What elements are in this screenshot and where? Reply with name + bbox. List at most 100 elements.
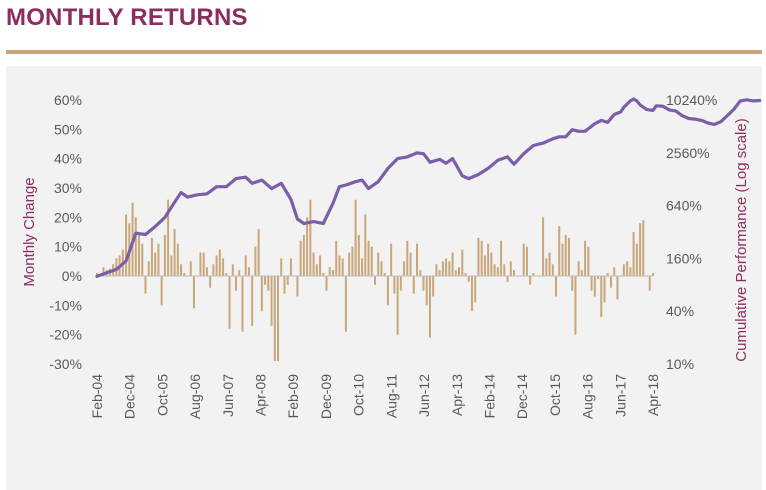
monthly-change-bar [374, 276, 376, 285]
monthly-change-bar [467, 276, 470, 282]
y2-tick-label: 10% [666, 356, 694, 372]
monthly-change-bar [338, 255, 341, 276]
monthly-change-bar [548, 252, 551, 276]
monthly-change-bar [438, 270, 441, 276]
x-tick-label: Feb-04 [89, 374, 105, 419]
y-tick-label: 20% [54, 209, 82, 225]
monthly-change-bar [600, 276, 603, 318]
monthly-change-bar [558, 226, 561, 276]
monthly-change-bar [341, 258, 344, 276]
monthly-change-bar [493, 264, 496, 276]
x-tick-label: Jun-12 [416, 374, 432, 417]
monthly-change-bar [251, 276, 254, 326]
monthly-change-bars [96, 199, 654, 362]
monthly-change-bar [571, 276, 574, 291]
monthly-change-bar [331, 270, 334, 276]
monthly-change-bar [445, 258, 448, 276]
y-tick-label: 0% [62, 268, 82, 284]
monthly-change-bar [189, 261, 192, 276]
x-tick-label: Jun-17 [612, 374, 628, 417]
monthly-change-bar [257, 229, 260, 276]
monthly-change-bar [532, 273, 535, 276]
monthly-change-bar [396, 276, 399, 335]
monthly-change-bar [567, 237, 570, 276]
right-axis-ticks: 10240% 2560% 640% 160% 40% 10% [666, 92, 717, 372]
monthly-change-bar [344, 276, 347, 332]
monthly-change-bar [406, 240, 409, 276]
monthly-change-bar [354, 199, 357, 276]
monthly-change-bar [399, 276, 402, 291]
x-tick-label: Dec-14 [514, 374, 530, 419]
monthly-change-bar [525, 246, 528, 276]
monthly-change-bar [225, 273, 228, 276]
monthly-change-bar [115, 258, 118, 276]
monthly-change-bar [277, 276, 280, 362]
monthly-change-bar [228, 276, 231, 329]
monthly-change-bar [635, 243, 638, 276]
monthly-change-bar [319, 255, 322, 276]
monthly-change-bar [609, 276, 612, 288]
monthly-change-bar [209, 276, 212, 288]
monthly-change-bar [167, 199, 170, 276]
monthly-change-bar [367, 240, 370, 276]
monthly-change-bar [335, 240, 338, 276]
monthly-change-bar [163, 234, 166, 276]
monthly-change-bar [564, 234, 567, 276]
x-tick-label: Oct-05 [154, 374, 170, 416]
x-tick-label: Apr-13 [449, 374, 465, 416]
monthly-change-bar [364, 214, 367, 276]
monthly-change-bar [306, 217, 309, 276]
left-axis-ticks: 60% 50% 40% 30% 20% 10% 0% -10% -20% -30% [49, 92, 82, 372]
monthly-change-bar [574, 276, 577, 335]
monthly-change-bar [386, 276, 389, 306]
monthly-change-bar [202, 252, 205, 276]
monthly-change-bar [545, 258, 548, 276]
monthly-change-bar [616, 276, 619, 300]
x-tick-label: Dec-09 [318, 374, 334, 419]
monthly-change-bar [496, 267, 499, 276]
monthly-change-bar [218, 249, 221, 276]
x-tick-label: Aug-11 [383, 374, 399, 418]
monthly-change-bar [652, 273, 654, 276]
monthly-change-bar [529, 276, 532, 285]
right-axis-label: Cumulative Performance (Log scale) [733, 118, 750, 361]
monthly-change-bar [244, 255, 247, 276]
y-tick-label: 60% [54, 92, 82, 108]
monthly-change-bar [286, 276, 289, 285]
monthly-change-bar [170, 255, 173, 276]
monthly-change-bar [183, 273, 186, 276]
monthly-change-bar [96, 273, 98, 276]
monthly-change-bar [247, 267, 250, 276]
monthly-change-bar [642, 220, 645, 276]
monthly-change-bar [490, 252, 493, 276]
monthly-change-bar [205, 267, 208, 276]
monthly-change-bar [157, 243, 160, 276]
monthly-change-bar [416, 243, 419, 276]
x-tick-label: Oct-10 [351, 374, 367, 416]
monthly-change-bar [435, 264, 438, 276]
chart-panel [6, 66, 762, 490]
monthly-change-bar [432, 276, 435, 297]
monthly-change-bar [522, 243, 525, 276]
monthly-change-bar [458, 267, 461, 276]
monthly-change-bar [348, 252, 351, 276]
monthly-change-bar [176, 243, 179, 276]
monthly-change-bar [199, 252, 202, 276]
monthly-change-bar [264, 276, 267, 285]
monthly-change-bar [377, 252, 380, 276]
monthly-change-bar [289, 258, 292, 276]
monthly-change-bar [555, 276, 558, 297]
monthly-change-bar [639, 223, 642, 276]
monthly-change-bar [312, 252, 315, 276]
left-axis-label: Monthly Change [21, 177, 38, 286]
monthly-change-bar [464, 273, 467, 276]
monthly-change-bar [629, 267, 632, 276]
monthly-change-bar [241, 276, 244, 332]
monthly-change-bar [260, 276, 263, 312]
y-tick-label: -10% [49, 297, 82, 313]
monthly-change-bar [302, 234, 305, 276]
x-tick-label: Feb-09 [285, 374, 301, 419]
monthly-change-bar [160, 276, 163, 306]
monthly-change-bar [231, 264, 234, 276]
monthly-change-bar [461, 249, 464, 276]
